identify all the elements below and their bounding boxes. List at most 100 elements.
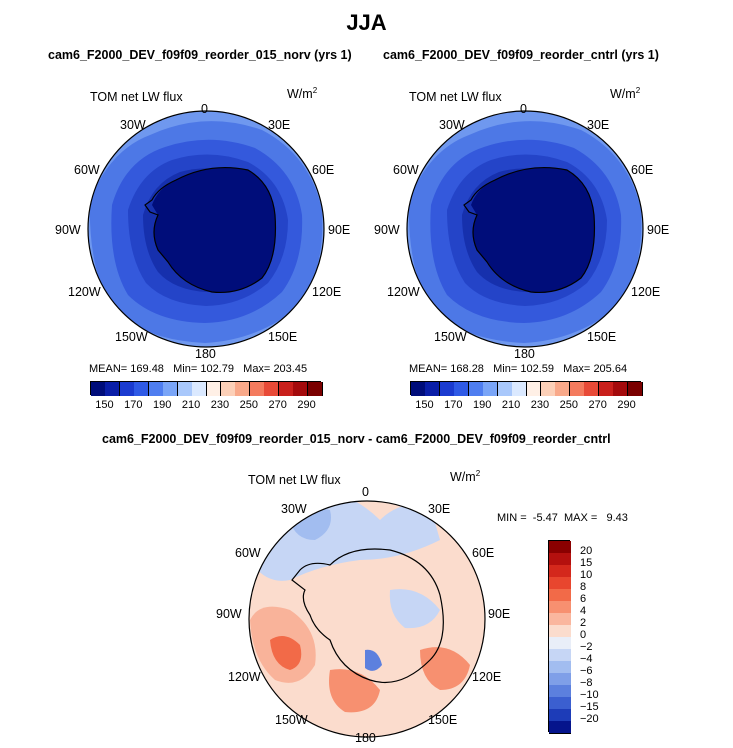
left-lon-30w: 30W — [120, 118, 146, 132]
diff-colorbar-box — [549, 649, 571, 662]
diff-colorbar-box — [549, 541, 571, 554]
right-colorbar-box — [598, 382, 614, 396]
left-lon-90e: 90E — [328, 223, 351, 237]
left-panel-subtitle: cam6_F2000_DEV_f09f09_reorder_015_norv (… — [48, 48, 352, 62]
right-colorbar-tick-label: 270 — [588, 399, 607, 411]
right-colorbar-box — [584, 382, 600, 396]
left-lon-30e: 30E — [268, 118, 291, 132]
right-colorbar-tick-label: 210 — [501, 399, 521, 411]
right-colorbar-box — [411, 382, 426, 396]
diff-colorbar-tick-label: −15 — [580, 701, 599, 713]
diff-colorbar-tick-label: 8 — [580, 581, 587, 593]
right-colorbar-box — [439, 382, 455, 396]
diff-colorbar-box — [549, 565, 571, 578]
right-lon-180: 180 — [514, 347, 535, 361]
diff-lon-30w: 30W — [281, 502, 307, 516]
right-lon-150w: 150W — [434, 330, 467, 344]
right-colorbar-tick-label: 170 — [444, 399, 463, 411]
diff-colorbar-tick-label: 2 — [580, 617, 587, 629]
diff-colorbar-box — [549, 601, 571, 614]
right-colorbar — [410, 381, 643, 396]
right-colorbar-box — [555, 382, 571, 396]
right-colorbar-box — [497, 382, 513, 396]
left-colorbar-tick-label: 210 — [181, 399, 201, 411]
left-lon-150e: 150E — [268, 330, 298, 344]
right-panel-subtitle: cam6_F2000_DEV_f09f09_reorder_cntrl (yrs… — [383, 48, 659, 62]
diff-colorbar-box — [549, 589, 571, 602]
left-colorbar-box — [91, 382, 106, 396]
right-lon-90w: 90W — [374, 223, 400, 237]
left-colorbar-tick-label: 270 — [268, 399, 287, 411]
left-variable-label: TOM net LW flux — [90, 90, 183, 104]
right-variable-label: TOM net LW flux — [409, 90, 502, 104]
diff-lon-120w: 120W — [228, 670, 261, 684]
left-colorbar-box — [163, 382, 179, 396]
left-colorbar-box — [235, 382, 251, 396]
diff-colorbar-box — [549, 673, 571, 686]
diff-lon-150e: 150E — [428, 713, 458, 727]
right-colorbar-box — [526, 382, 542, 396]
left-colorbar-tick-label: 290 — [297, 399, 316, 411]
diff-colorbar-tick-label: 0 — [580, 629, 587, 641]
diff-colorbar-tick-label: 15 — [580, 557, 593, 569]
right-colorbar-tick-label: 230 — [530, 399, 550, 411]
right-colorbar-box — [468, 382, 484, 396]
diff-colorbar-box — [549, 625, 571, 638]
diff-colorbar-box — [549, 661, 571, 674]
right-lon-60w: 60W — [393, 163, 419, 177]
left-lon-60w: 60W — [74, 163, 100, 177]
diff-colorbar-ticks: 20 15 10 8 6 4 2 0 −2 −4 −6 −8 −10 −15 −20 — [580, 540, 620, 732]
diff-colorbar-tick-label: 10 — [580, 569, 593, 581]
diff-colorbar-box — [549, 553, 571, 566]
right-colorbar-box — [425, 382, 441, 396]
diff-colorbar-tick-label: −6 — [580, 665, 593, 677]
diff-colorbar-box — [549, 613, 571, 626]
diff-colorbar-tick-label: −20 — [580, 713, 599, 725]
right-lon-150e: 150E — [587, 330, 617, 344]
left-lon-180: 180 — [195, 347, 216, 361]
diff-lon-90w: 90W — [216, 607, 242, 621]
right-colorbar-box — [454, 382, 470, 396]
left-colorbar-box — [148, 382, 164, 396]
diff-lon-0: 0 — [362, 485, 369, 499]
right-colorbar-box — [627, 382, 643, 396]
diff-colorbar-box — [549, 577, 571, 590]
diff-stats: MIN = -5.47 MAX = 9.43 — [497, 512, 628, 524]
right-colorbar-box — [613, 382, 629, 396]
left-colorbar — [90, 381, 323, 396]
left-units-label: W/m2 — [287, 86, 318, 102]
diff-colorbar-box — [549, 685, 571, 698]
right-lon-120e: 120E — [631, 285, 661, 299]
left-lon-90w: 90W — [55, 223, 81, 237]
left-colorbar-box — [307, 382, 323, 396]
diff-colorbar-box — [549, 637, 571, 650]
diff-panel-subtitle: cam6_F2000_DEV_f09f09_reorder_015_norv -… — [102, 432, 611, 446]
main-title: JJA — [346, 10, 387, 35]
diff-colorbar-tick-label: 4 — [580, 605, 587, 617]
diff-colorbar-tick-label: 6 — [580, 593, 587, 605]
right-lon-60e: 60E — [631, 163, 654, 177]
diff-units-label: W/m2 — [450, 469, 481, 485]
right-units-label: W/m2 — [610, 86, 641, 102]
right-lon-90e: 90E — [647, 223, 670, 237]
right-colorbar-box — [540, 382, 556, 396]
diff-lon-90e: 90E — [488, 607, 511, 621]
diff-colorbar-tick-label: 20 — [580, 545, 593, 557]
left-colorbar-box — [206, 382, 222, 396]
left-colorbar-tick-label: 190 — [153, 399, 172, 411]
right-colorbar-box — [483, 382, 499, 396]
left-colorbar-box — [293, 382, 309, 396]
left-lon-0: 0 — [201, 102, 208, 116]
right-colorbar-box — [569, 382, 585, 396]
left-colorbar-box — [249, 382, 265, 396]
left-colorbar-box — [119, 382, 135, 396]
left-stats: MEAN= 169.48 Min= 102.79 Max= 203.45 — [89, 363, 308, 375]
right-lon-0: 0 — [520, 102, 527, 116]
right-colorbar-box — [512, 382, 527, 396]
left-colorbar-ticks: 150 170 190 210 230 250 270 290 — [90, 399, 321, 413]
right-colorbar-tick-label: 190 — [473, 399, 492, 411]
right-lon-120w: 120W — [387, 285, 420, 299]
diff-colorbar-tick-label: −10 — [580, 689, 599, 701]
right-colorbar-ticks: 150 170 190 210 230 250 270 290 — [410, 399, 641, 413]
right-colorbar-tick-label: 150 — [415, 399, 434, 411]
